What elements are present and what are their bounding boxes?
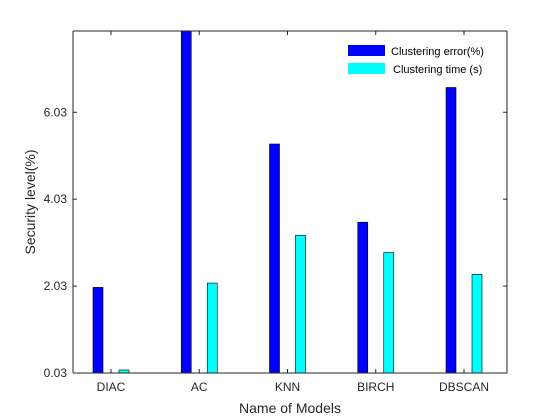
y-axis-label: Security level(%) xyxy=(22,149,38,254)
x-tick-label-diac: DIAC xyxy=(97,380,126,394)
bar-ac-clustering-time xyxy=(206,282,218,374)
bar-dbscan-clustering-time xyxy=(471,274,483,374)
bar-diac-clustering-error xyxy=(92,287,104,374)
legend: Clustering error(%) Clustering time (s) xyxy=(335,39,503,80)
y-tick-label: 2.03 xyxy=(44,279,68,293)
x-tick-label-ac: AC xyxy=(191,380,208,394)
bar-dbscan-clustering-error xyxy=(445,87,457,374)
legend-swatch-clustering-time xyxy=(348,63,385,74)
bar-knn-clustering-time xyxy=(295,234,306,374)
bar-birch-clustering-error xyxy=(357,221,369,374)
y-tick-label: 0.03 xyxy=(44,366,68,380)
y-tick-label: 6.03 xyxy=(44,105,68,119)
x-axis-label: Name of Models xyxy=(239,400,341,416)
legend-swatch-clustering-error xyxy=(348,45,385,56)
x-tick-label-birch: BIRCH xyxy=(357,380,394,394)
bar-birch-clustering-time xyxy=(383,252,395,374)
legend-label-clustering-time: Clustering time (s) xyxy=(393,64,482,76)
legend-label-clustering-error: Clustering error(%) xyxy=(391,46,484,58)
plot-area xyxy=(73,31,507,373)
x-tick-label-dbscan: DBSCAN xyxy=(439,380,489,394)
y-tick-label: 4.03 xyxy=(44,192,68,206)
bars-group xyxy=(92,30,483,374)
x-tick-label-knn: KNN xyxy=(275,380,300,394)
axes-group xyxy=(72,30,508,374)
bar-ac-clustering-error xyxy=(180,30,192,374)
ticks-group: 0.03 2.03 4.03 6.03 DIAC AC KNN BIRCH DBSCAN xyxy=(44,31,507,394)
bar-knn-clustering-error xyxy=(269,143,280,374)
